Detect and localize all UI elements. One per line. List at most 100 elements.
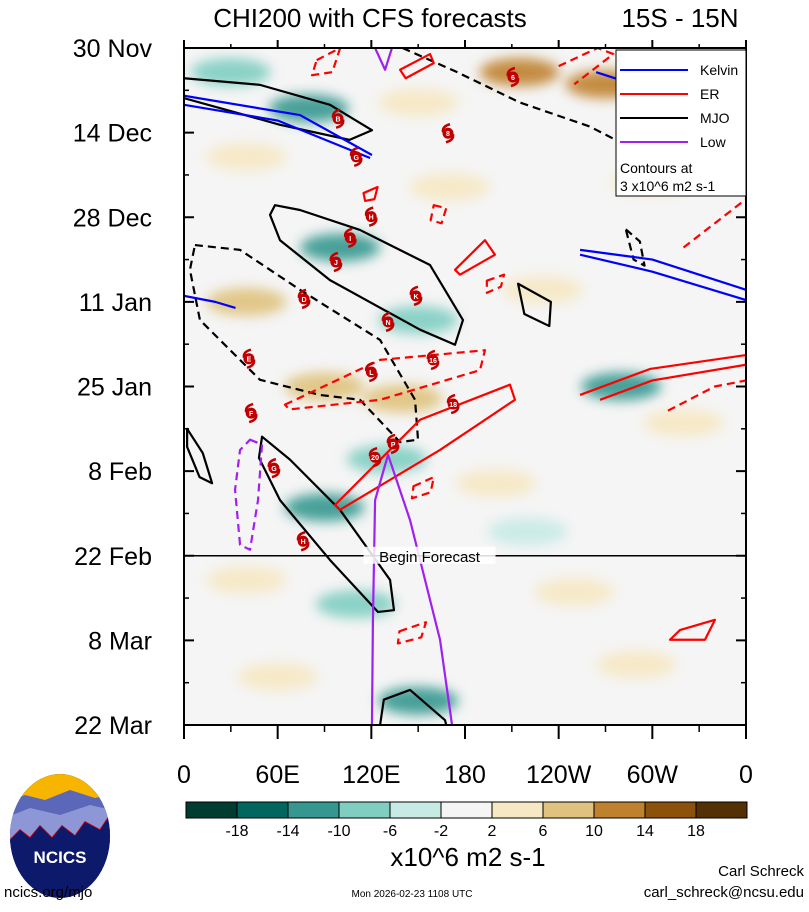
- storm-marker: I: [343, 227, 357, 249]
- anomaly-patch: [378, 306, 459, 335]
- colorbar-swatch: [287, 801, 340, 819]
- x-tick-label: 60E: [255, 761, 299, 789]
- low-contour: [370, 453, 454, 725]
- low-contour: [233, 438, 264, 551]
- mjo-contour: [402, 48, 614, 140]
- storm-dot: [507, 71, 519, 83]
- storm-label: F: [249, 411, 254, 418]
- colorbar-tick-label: 6: [539, 823, 548, 840]
- er-contour: [579, 353, 746, 401]
- y-tick-label: 30 Nov: [73, 35, 153, 63]
- colorbar-tick-label: 14: [636, 823, 654, 840]
- storm-dot: [387, 438, 399, 450]
- colorbar-tick-label: -18: [225, 823, 248, 840]
- legend-label-mjo: MJO: [700, 110, 730, 126]
- colorbar-swatch: [491, 801, 544, 819]
- legend: Kelvin ER MJO Low Contours at 3 x10^6 m2 s-…: [615, 49, 747, 197]
- storm-label: B: [336, 117, 341, 124]
- storm-marker: N: [381, 311, 395, 333]
- x-tick-label: 0: [739, 761, 753, 789]
- legend-label-low: Low: [700, 134, 727, 150]
- storm-dot: [365, 366, 377, 378]
- storm-marker: P: [386, 433, 400, 455]
- anomaly-patch: [479, 58, 560, 87]
- storm-label: D: [302, 297, 307, 304]
- storm-dot: [365, 211, 377, 223]
- colorbar-units: x10^6 m2 s-1: [390, 842, 545, 872]
- chart-title: CHI200 with CFS forecasts: [213, 3, 527, 33]
- storm-dot: [427, 354, 439, 366]
- storm-dot: [268, 462, 280, 474]
- anomaly-patch: [456, 469, 537, 498]
- anomaly-patch: [315, 590, 396, 619]
- er-contour: [410, 476, 435, 500]
- colorbar-swatch: [695, 801, 748, 819]
- colorbar-tick-label: 2: [488, 823, 497, 840]
- mjo-contour: [624, 228, 646, 267]
- colorbar-swatch: [389, 801, 442, 819]
- y-tick-label: 8 Mar: [88, 627, 152, 655]
- er-contour: [398, 52, 435, 80]
- storm-dot: [297, 535, 309, 547]
- y-tick-label: 22 Mar: [74, 712, 152, 740]
- er-contour: [558, 48, 615, 86]
- storm-label: L: [369, 370, 374, 377]
- storm-label: I: [349, 236, 351, 243]
- legend-note-line2: 3 x10^6 m2 s-1: [620, 178, 715, 194]
- mjo-contour: [184, 77, 374, 141]
- storm-marker: 18: [446, 393, 460, 415]
- storm-label: K: [413, 294, 418, 301]
- storm-label: 8: [446, 131, 450, 138]
- storm-dot: [382, 316, 394, 328]
- mjo-contour: [257, 435, 396, 614]
- storm-marker: H: [296, 531, 310, 552]
- storm-marker: E: [242, 348, 256, 369]
- x-tick-label: 180: [444, 761, 486, 789]
- colorbar-swatch: [542, 801, 595, 819]
- footer-email[interactable]: carl_schreck@ncsu.edu: [644, 884, 804, 901]
- anomaly-patch: [300, 233, 381, 262]
- er-contour: [429, 204, 448, 225]
- x-tick-label: 0: [177, 761, 191, 789]
- colorbar-tick-label: 10: [585, 823, 603, 840]
- storm-dot: [245, 407, 257, 419]
- anomaly-patch: [534, 578, 615, 607]
- kelvin-contour: [579, 248, 746, 291]
- storm-dot: [442, 127, 454, 139]
- storm-label: 16: [429, 358, 437, 365]
- storm-marker: G: [267, 457, 281, 479]
- storm-marker: G: [349, 146, 363, 168]
- colorbar-tick-label: -14: [276, 823, 299, 840]
- storm-marker: H: [364, 206, 378, 227]
- storm-marker: B: [331, 108, 345, 129]
- x-tick-label: 120W: [526, 761, 592, 789]
- legend-label-kelvin: Kelvin: [700, 62, 738, 78]
- er-contour: [667, 379, 746, 412]
- ncics-logo: NCICS: [10, 774, 110, 898]
- er-contour: [396, 621, 428, 645]
- forecast-label-bg: [363, 546, 496, 564]
- footer-url[interactable]: ncics.org/mjo: [4, 884, 92, 901]
- anomaly-patch: [487, 517, 568, 546]
- anomaly-patch: [378, 88, 459, 117]
- storm-label: 18: [449, 402, 457, 409]
- colorbar-tick-label: -2: [434, 823, 448, 840]
- storm-label: N: [386, 320, 391, 327]
- storm-marker: 6: [506, 66, 520, 88]
- colorbar-swatch: [185, 801, 238, 819]
- region-label: 15S - 15N: [621, 3, 738, 33]
- storm-label: 6: [511, 75, 515, 82]
- mjo-contour: [188, 243, 420, 444]
- anomaly-patch: [206, 287, 287, 316]
- anomaly-patch: [237, 662, 318, 691]
- legend-note-line1: Contours at: [620, 160, 692, 176]
- y-tick-label: 28 Dec: [73, 204, 152, 232]
- storm-dot: [369, 451, 381, 463]
- kelvin-contour: [579, 253, 746, 302]
- mjo-contour: [516, 282, 552, 328]
- storm-label: G: [353, 155, 359, 162]
- legend-label-er: ER: [700, 86, 719, 102]
- x-tick-label: 60W: [627, 761, 679, 789]
- y-tick-label: 11 Jan: [79, 289, 152, 317]
- storm-marker: L: [364, 361, 378, 383]
